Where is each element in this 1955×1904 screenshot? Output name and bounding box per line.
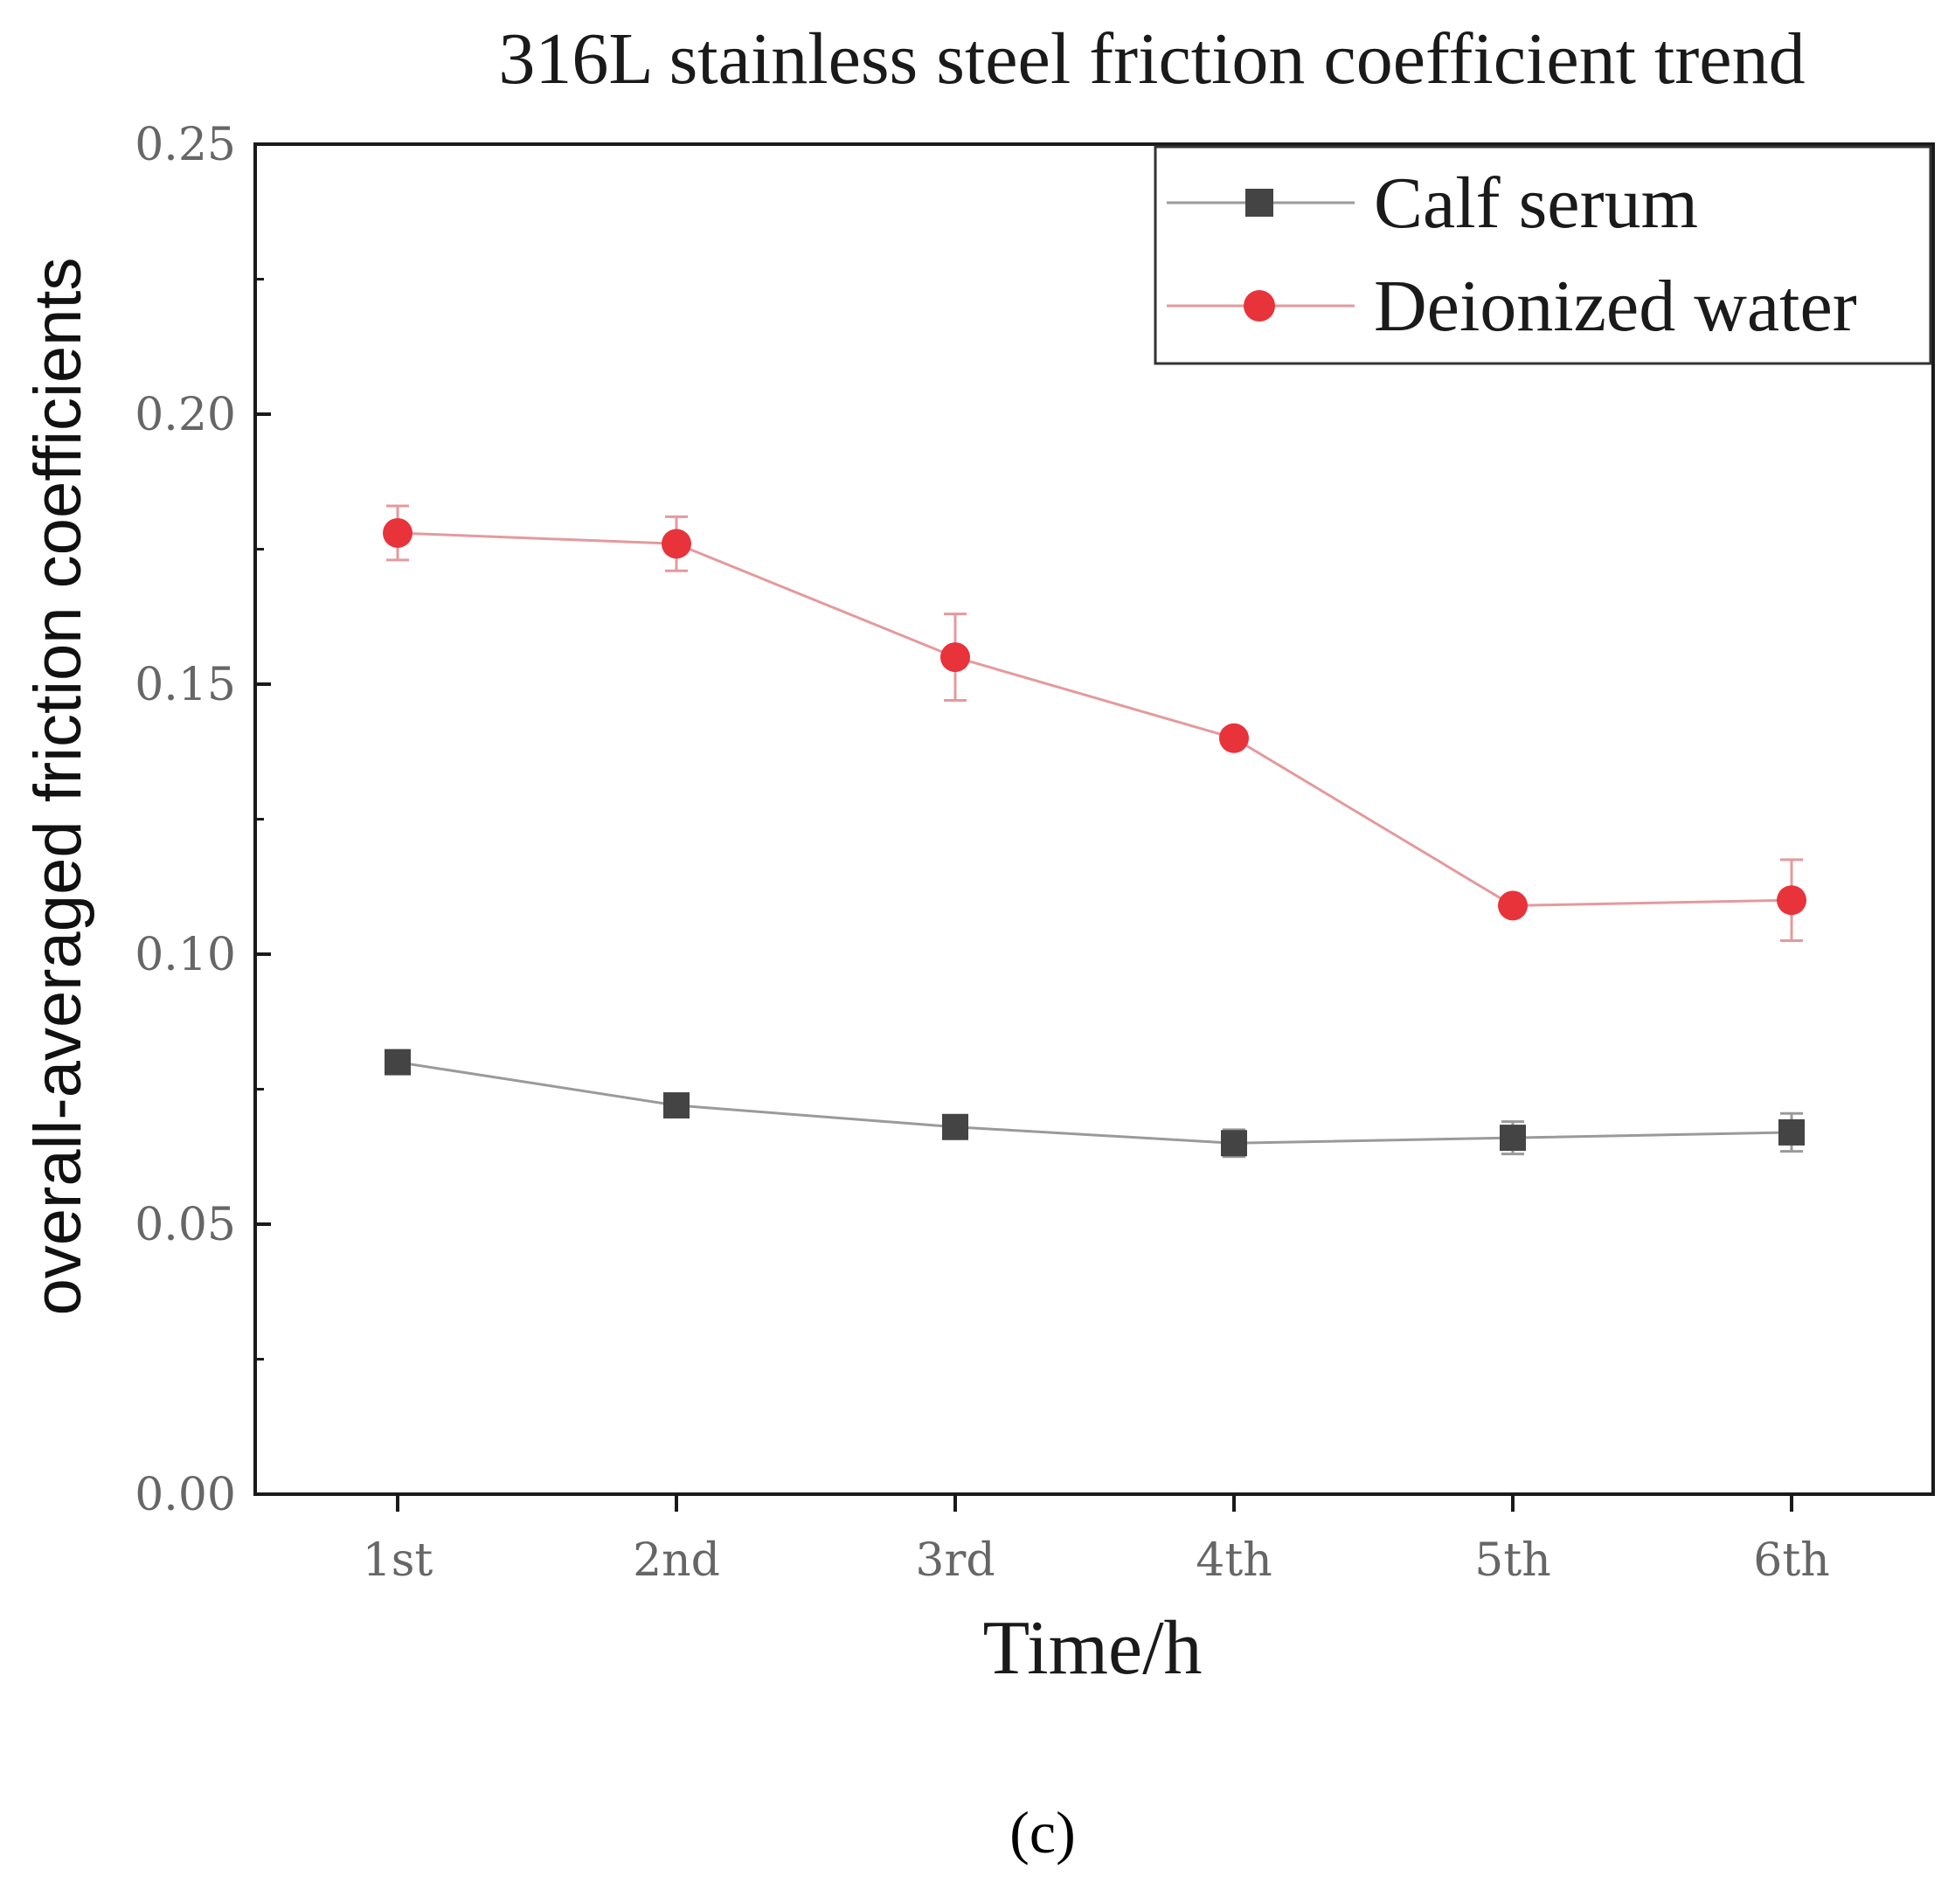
- x-axis-label: Time/h: [982, 1606, 1202, 1691]
- series: [383, 504, 1806, 943]
- y-axis: 0.00 0.05 0.10 0.15 0.20 0.25: [135, 119, 271, 1521]
- series: [385, 1049, 1805, 1159]
- data-point: [1777, 885, 1806, 916]
- x-tick-label: 5th: [1474, 1534, 1550, 1587]
- series-line: [397, 531, 1792, 907]
- data-point: [1778, 1118, 1805, 1146]
- legend-items: Calf serum Deionized water: [1167, 163, 1857, 347]
- data-point: [940, 642, 970, 673]
- data-point: [383, 517, 412, 548]
- legend-marker: [1244, 290, 1275, 322]
- data-point: [1219, 723, 1249, 753]
- legend-label: Deionized water: [1374, 266, 1857, 347]
- series-layer: [383, 504, 1806, 1159]
- x-axis: 1st 2nd 3rd 4th 5th 6th: [363, 1494, 1830, 1587]
- legend-entry: Deionized water: [1167, 266, 1857, 347]
- y-axis-label: overall-averaged friction coefficients: [21, 258, 95, 1316]
- x-tick-label: 3rd: [915, 1534, 995, 1587]
- legend-entry: Calf serum: [1167, 163, 1698, 244]
- legend-label: Calf serum: [1374, 163, 1698, 244]
- y-tick-label: 0.05: [135, 1199, 236, 1251]
- x-tick-label: 4th: [1196, 1534, 1272, 1587]
- x-tick-label: 1st: [363, 1534, 433, 1587]
- data-point: [1500, 1125, 1526, 1152]
- data-point: [1498, 890, 1528, 921]
- y-tick-label: 0.25: [135, 119, 236, 171]
- x-tick-label: 6th: [1753, 1534, 1829, 1587]
- legend: Calf serum Deionized water: [1154, 145, 1932, 365]
- y-tick-label: 0.00: [135, 1469, 236, 1521]
- y-tick-label: 0.20: [135, 389, 236, 441]
- data-point: [1221, 1130, 1247, 1157]
- y-tick-label: 0.10: [135, 929, 236, 981]
- chart-title: 316L stainless steel friction coefficien…: [498, 18, 1805, 100]
- y-tick-label: 0.15: [135, 659, 236, 711]
- figure-caption: (c): [1009, 1799, 1075, 1866]
- data-point: [663, 1092, 690, 1119]
- series-line: [397, 1061, 1792, 1145]
- x-tick-label: 2nd: [633, 1534, 720, 1587]
- data-point: [662, 529, 691, 559]
- legend-marker: [1245, 189, 1273, 217]
- legend-box: [1154, 145, 1932, 365]
- data-point: [385, 1049, 411, 1076]
- data-point: [942, 1113, 968, 1140]
